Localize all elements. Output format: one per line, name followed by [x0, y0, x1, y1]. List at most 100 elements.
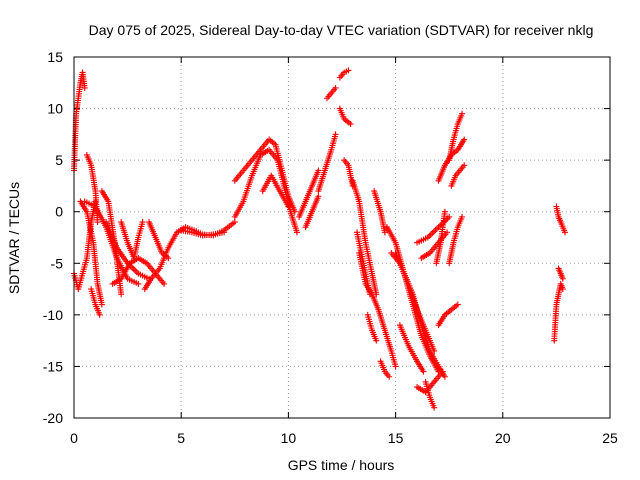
data-point — [118, 291, 125, 298]
data-point — [161, 280, 168, 287]
y-tick-label: 15 — [47, 49, 63, 65]
data-point — [332, 84, 339, 91]
series-arc-05 — [88, 286, 103, 318]
series-arc-46 — [555, 265, 566, 282]
data-point — [285, 203, 292, 210]
series-arc-11 — [146, 219, 172, 262]
data-points — [71, 67, 568, 411]
x-tick-label: 15 — [388, 430, 404, 446]
data-point — [420, 368, 427, 375]
series-arc-38 — [435, 301, 461, 329]
data-point — [441, 373, 448, 380]
data-point — [132, 267, 139, 274]
data-point — [221, 229, 228, 236]
data-point — [291, 208, 298, 215]
data-point — [454, 301, 461, 308]
data-point — [427, 231, 434, 238]
data-point — [446, 213, 453, 220]
series-arc-35 — [422, 378, 438, 411]
series-arc-45 — [551, 280, 566, 344]
y-tick-label: 0 — [55, 204, 63, 220]
data-point — [293, 229, 300, 236]
series-arc-27 — [364, 311, 380, 344]
series-arc-43 — [448, 162, 468, 189]
series-arc-42 — [446, 213, 466, 267]
data-point — [444, 229, 451, 236]
series-arc-29 — [377, 358, 393, 380]
series-arc-41 — [446, 110, 466, 164]
data-point — [98, 301, 105, 308]
series-arc-20 — [323, 84, 339, 102]
data-point — [439, 368, 446, 375]
data-point — [459, 213, 466, 220]
data-point — [332, 131, 339, 138]
data-point — [432, 227, 439, 234]
data-point — [461, 162, 468, 169]
chart-title: Day 075 of 2025, Sidereal Day-to-day VTE… — [89, 22, 594, 38]
x-tick-label: 20 — [495, 430, 511, 446]
y-tick-label: 10 — [47, 101, 63, 117]
series-arc-01 — [71, 69, 88, 174]
series-arc-33 — [396, 322, 427, 375]
data-point — [315, 193, 322, 200]
y-tick-label: -5 — [51, 255, 64, 271]
x-tick-label: 0 — [70, 430, 78, 446]
series-arc-44 — [553, 203, 568, 236]
data-point — [373, 337, 380, 344]
series-arc-13 — [178, 227, 228, 239]
series-arc-02 — [71, 198, 99, 293]
x-tick-label: 5 — [177, 430, 185, 446]
series-arc-21 — [336, 67, 352, 81]
series-arc-39 — [433, 208, 448, 267]
data-point — [392, 363, 399, 370]
y-tick-label: 5 — [55, 152, 63, 168]
data-point — [433, 225, 440, 232]
data-point — [130, 266, 137, 273]
data-point — [94, 219, 101, 226]
data-point — [461, 136, 468, 143]
x-axis-label: GPS time / hours — [288, 457, 395, 473]
x-tick-labels: 0 5 10 15 20 25 — [70, 430, 618, 446]
series-arc-16 — [259, 172, 292, 210]
data-point — [431, 404, 438, 411]
plot-frame — [73, 56, 611, 419]
series-arc-15 — [231, 136, 298, 215]
series-arc-26 — [356, 249, 399, 370]
y-tick-labels: -20 -15 -10 -5 0 5 10 15 — [43, 49, 63, 426]
data-point — [81, 84, 88, 91]
data-point — [315, 167, 322, 174]
series-arc-32 — [392, 249, 448, 380]
series-arc-08 — [103, 219, 153, 282]
data-point — [231, 219, 238, 226]
series-arc-03 — [77, 198, 105, 308]
x-tick-label: 10 — [281, 430, 297, 446]
y-tick-label: -15 — [43, 358, 63, 374]
series-arc-19 — [315, 131, 339, 195]
data-point — [429, 230, 436, 237]
series-arc-10 — [118, 219, 146, 262]
series-arc-22 — [336, 105, 354, 128]
data-point — [441, 218, 448, 225]
x-tick-label: 25 — [602, 430, 618, 446]
y-tick-label: -10 — [43, 307, 63, 323]
data-point — [559, 275, 566, 282]
data-point — [561, 229, 568, 236]
data-point — [386, 373, 393, 380]
data-point — [135, 280, 142, 287]
series-arc-09 — [109, 255, 168, 287]
y-tick-label: -20 — [43, 410, 63, 426]
series-arc-23 — [341, 157, 356, 189]
series-arc-18 — [302, 193, 322, 231]
data-point — [381, 229, 388, 236]
data-point — [96, 311, 103, 318]
data-point — [347, 121, 354, 128]
data-point — [559, 286, 566, 293]
series-arc-17 — [296, 167, 322, 220]
data-point — [139, 219, 146, 226]
series-arc-24 — [349, 177, 380, 298]
data-point — [459, 110, 466, 117]
data-point — [441, 208, 448, 215]
series-arc-28 — [371, 188, 388, 236]
data-point — [430, 228, 437, 235]
